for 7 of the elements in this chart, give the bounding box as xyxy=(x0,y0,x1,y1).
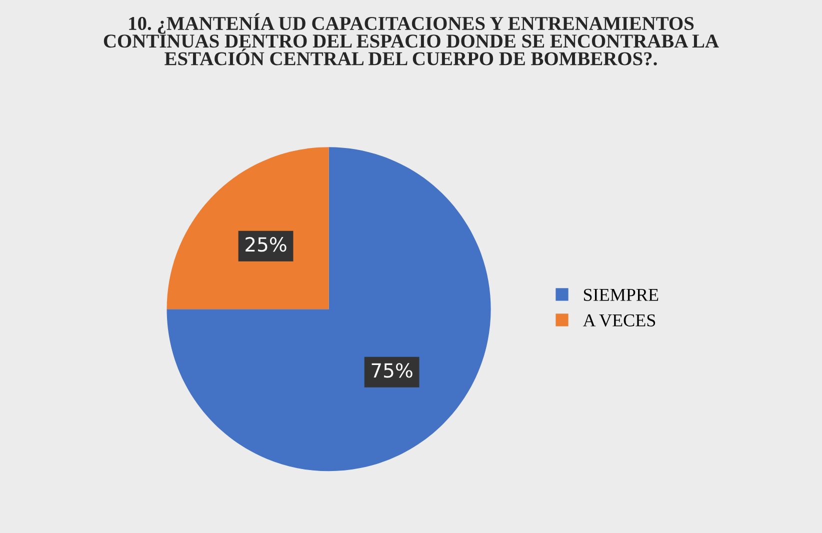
legend-label: SIEMPRE xyxy=(584,288,658,301)
chart-title: 10. ¿MANTENÍA UD CAPACITACIONES Y ENTRENAMIENTOS CONTINUAS DENTRO DEL ESPACIO DONDE SE ENCONTRABA LA ESTACIÓN CENTRAL DEL CUERPO DE BOMBEROS?. xyxy=(104,13,719,66)
data-label: 75% xyxy=(372,363,412,378)
pie-slice xyxy=(166,147,491,472)
pie-slice xyxy=(166,147,329,310)
data-label: 25% xyxy=(246,237,286,252)
legend-label: A VECES xyxy=(582,314,656,327)
